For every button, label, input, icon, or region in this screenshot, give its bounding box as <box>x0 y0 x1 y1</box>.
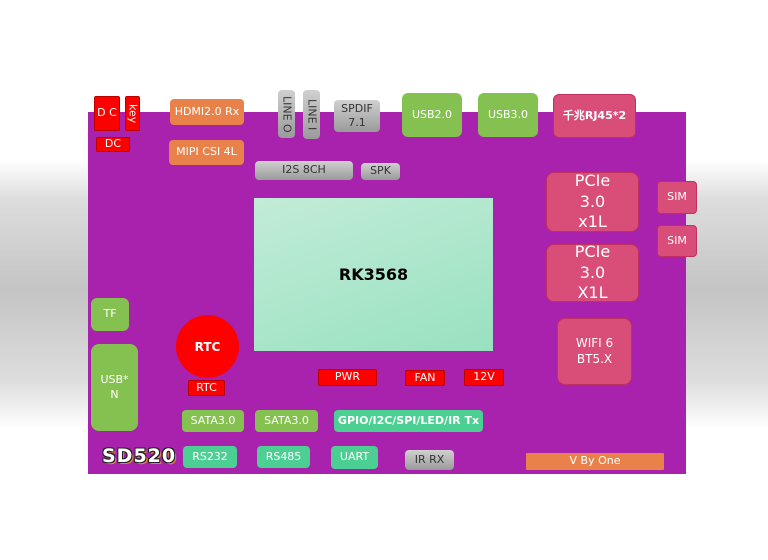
sim-slot-2: SIM <box>657 225 697 257</box>
hdmi-rx: HDMI2.0 Rx <box>170 99 244 125</box>
usb3-port: USB3.0 <box>478 93 538 137</box>
rtc-label: RTC <box>188 380 225 396</box>
rj45-ports: 千兆RJ45*2 <box>553 94 636 138</box>
wifi-module: WIFI 6 BT5.X <box>557 318 632 385</box>
dc-label: DC <box>96 137 130 152</box>
pcie-slot-2: PCIe 3.0 X1L <box>546 242 639 302</box>
line-out: LINE O <box>278 90 295 138</box>
sata-port-1: SATA3.0 <box>182 410 244 432</box>
i2s: I2S 8CH <box>255 161 353 180</box>
12v-header: 12V <box>464 369 504 386</box>
gpio-header: GPIO/I2C/SPI/LED/IR Tx <box>334 410 483 432</box>
rs485-port: RS485 <box>257 446 310 468</box>
spdif: SPDIF 7.1 <box>334 100 380 132</box>
mipi-csi: MIPI CSI 4L <box>169 140 244 165</box>
pcie-slot-1: PCIe 3.0 x1L <box>546 171 639 232</box>
sata-port-2: SATA3.0 <box>255 410 318 432</box>
model-logo: SD520 <box>102 445 177 467</box>
uart-port: UART <box>331 446 378 469</box>
usb-n-ports: USB* N <box>91 344 138 431</box>
rtc-battery: RTC <box>176 315 239 378</box>
credit-label: V By One <box>526 453 664 470</box>
rs232-port: RS232 <box>183 446 237 468</box>
ir-rx: IR RX <box>405 450 454 470</box>
spk: SPK <box>361 163 400 180</box>
fan-header: FAN <box>405 370 445 386</box>
sim-slot-1: SIM <box>657 181 697 214</box>
line-in: LINE I <box>303 90 320 139</box>
dc-jack: D C <box>94 96 120 131</box>
usb2-port: USB2.0 <box>402 93 462 137</box>
soc-chip: RK3568 <box>254 198 493 351</box>
pwr-header: PWR <box>318 369 377 386</box>
tf-slot: TF <box>91 298 129 331</box>
key-button: key <box>125 96 140 131</box>
